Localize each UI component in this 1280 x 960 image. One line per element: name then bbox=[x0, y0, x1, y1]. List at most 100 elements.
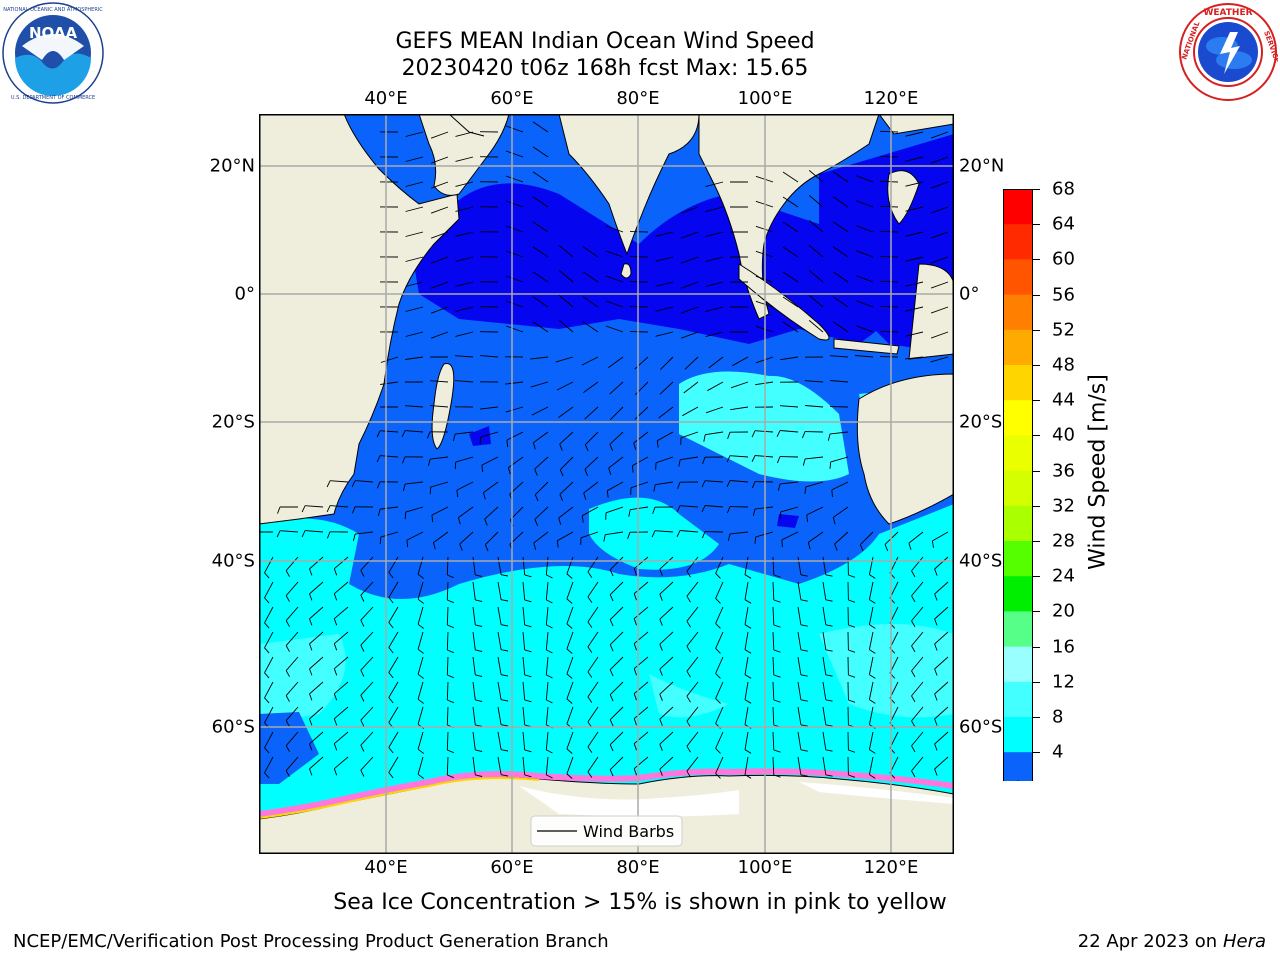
wind-barb bbox=[654, 530, 674, 533]
wind-barb bbox=[545, 556, 549, 575]
wind-barb bbox=[285, 706, 299, 721]
wind-barb bbox=[832, 196, 849, 208]
wind-barb bbox=[868, 581, 874, 600]
wind-barb-flag bbox=[869, 699, 876, 704]
wind-barb bbox=[505, 250, 524, 258]
wind-barb-flag bbox=[744, 599, 752, 604]
wind-barb bbox=[497, 556, 502, 575]
wind-barb bbox=[446, 631, 449, 651]
wind-barb bbox=[633, 731, 649, 744]
wind-barb bbox=[608, 456, 624, 469]
wind-barb bbox=[911, 656, 924, 672]
wind-barb bbox=[309, 706, 324, 720]
wind-barb bbox=[780, 481, 799, 485]
wind-barb bbox=[655, 256, 674, 262]
wind-barb bbox=[264, 756, 274, 774]
wind-barb bbox=[832, 246, 849, 258]
wind-barb-flag bbox=[727, 432, 731, 439]
wind-barb bbox=[632, 456, 649, 467]
wind-barb bbox=[934, 606, 949, 620]
wind-barb-flag bbox=[360, 645, 365, 652]
wind-barb-flag bbox=[869, 624, 876, 629]
wind-barb bbox=[780, 506, 799, 513]
wind-barb bbox=[708, 356, 724, 369]
wind-barb bbox=[630, 506, 649, 511]
wind-barb-flag bbox=[546, 699, 553, 704]
wind-barb-flag bbox=[934, 643, 938, 651]
wind-barb-flag bbox=[802, 458, 806, 466]
wind-barb-flag bbox=[376, 430, 381, 438]
wind-barb bbox=[522, 731, 526, 750]
wind-barb bbox=[879, 255, 899, 258]
wind-barb bbox=[715, 631, 724, 649]
wind-barb bbox=[832, 296, 849, 308]
wind-barb bbox=[934, 681, 949, 695]
wind-barb bbox=[905, 306, 924, 312]
wind-barb bbox=[659, 556, 674, 570]
wind-barb bbox=[532, 271, 549, 283]
wind-barb-flag bbox=[301, 505, 306, 513]
wind-barb-flag bbox=[848, 649, 856, 653]
wind-barb bbox=[446, 756, 449, 776]
colorbar-tick: 52 bbox=[1052, 319, 1075, 341]
wind-barb bbox=[657, 431, 674, 442]
wind-barb-flag bbox=[388, 647, 394, 654]
wind-barb bbox=[934, 631, 949, 645]
wind-barb bbox=[797, 731, 802, 750]
wind-barb bbox=[605, 506, 624, 514]
colorbar-segment bbox=[1003, 752, 1033, 781]
wind-barb-flag bbox=[404, 512, 407, 520]
wind-barb bbox=[829, 355, 849, 358]
wind-barb bbox=[380, 506, 399, 510]
wind-barb-flag bbox=[773, 599, 781, 603]
nws-logo: WEATHER NATIONAL SERVICE bbox=[1179, 3, 1278, 101]
wind-barb-flag bbox=[829, 461, 832, 469]
wind-barb-flag bbox=[285, 770, 290, 777]
wind-barb bbox=[730, 381, 749, 389]
wind-barb bbox=[686, 756, 699, 772]
wind-barb bbox=[808, 170, 824, 183]
wind-barb bbox=[659, 356, 674, 371]
wind-barb bbox=[634, 406, 649, 420]
wind-barb-flag bbox=[715, 623, 721, 629]
wind-barb-flag bbox=[388, 772, 394, 779]
wind-barb-flag bbox=[934, 718, 938, 726]
wind-barb-flag bbox=[659, 694, 663, 701]
wind-barb-flag bbox=[360, 670, 365, 677]
wind-barb bbox=[587, 681, 599, 698]
colorbar-segment bbox=[1003, 717, 1033, 753]
colorbar-tick: 56 bbox=[1052, 284, 1075, 306]
wind-barb-flag bbox=[309, 568, 313, 576]
india-landmass bbox=[558, 114, 700, 256]
wind-barb bbox=[505, 200, 524, 208]
wind-barb-flag bbox=[534, 494, 539, 502]
wind-barb bbox=[430, 231, 449, 239]
noaa-logo: NOAA NATIONAL OCEANIC AND ATMOSPHERIC U.… bbox=[2, 2, 104, 104]
wind-barb-flag bbox=[776, 456, 781, 464]
wind-barb-flag bbox=[501, 624, 509, 627]
wind-barb bbox=[808, 195, 824, 208]
wind-barb bbox=[705, 505, 724, 508]
wind-barb-flag bbox=[546, 599, 553, 604]
colorbar-tick: 12 bbox=[1052, 671, 1075, 693]
wind-barb-flag bbox=[587, 621, 593, 628]
wind-barb-flag bbox=[401, 430, 406, 438]
wind-barb bbox=[934, 756, 949, 770]
wind-barb-flag bbox=[827, 433, 831, 441]
wind-barb-flag bbox=[475, 674, 483, 677]
wind-barb bbox=[704, 480, 724, 483]
wind-barb bbox=[834, 531, 849, 545]
wind-barb bbox=[744, 606, 749, 625]
wind-barb bbox=[782, 171, 799, 183]
wind-barb bbox=[715, 756, 724, 774]
wind-barb bbox=[497, 731, 502, 750]
wind-barb-flag bbox=[584, 444, 589, 452]
wind-barb-flag bbox=[501, 674, 509, 677]
wind-barb bbox=[609, 706, 624, 721]
wind-barb-flag bbox=[417, 673, 424, 679]
wind-barb bbox=[930, 331, 949, 339]
wind-barb-flag bbox=[285, 570, 290, 577]
wind-barb bbox=[806, 506, 824, 516]
wind-barb bbox=[417, 631, 424, 650]
wind-barb-flag bbox=[628, 509, 631, 517]
